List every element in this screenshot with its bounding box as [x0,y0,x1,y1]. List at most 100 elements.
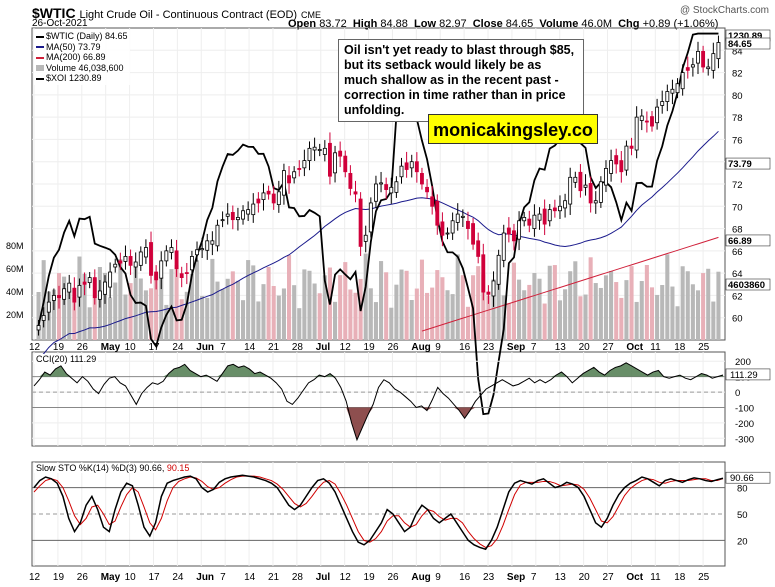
candle [696,51,700,64]
candle [414,161,419,173]
volume-bar [665,254,670,340]
candle [328,142,332,177]
candle [609,160,614,174]
volume-bar [542,303,547,340]
candle [506,227,511,235]
x-tick-label: Jul [316,572,331,583]
volume-bar [256,301,261,340]
x-tick-label: Jun [196,572,214,583]
volume-last-label: 4603860 [728,280,765,291]
x-tick-label: 25 [698,342,710,353]
volume-bar [430,287,435,340]
volume-bar [425,292,430,340]
volume-bar [593,283,598,340]
candle [486,291,491,295]
volume-bar [706,268,711,340]
volume-bar [603,275,609,340]
legend-ma200: MA(200) 66.89 [36,52,128,63]
candle [568,176,573,205]
cci-value-box [725,368,771,381]
candle [639,115,644,121]
candle [251,203,256,216]
volume-bar [276,295,281,340]
x-tick-label: 10 [125,572,137,583]
volume-bar [670,286,675,340]
volume-bar [92,278,97,340]
candle [205,240,210,251]
x-tick-label: 7 [220,572,226,583]
candle [409,161,414,169]
candle [82,281,87,285]
volume-bar [312,283,317,340]
x-tick-label: 26 [387,572,399,583]
x-tick-label: 19 [364,572,376,583]
volume-bar [445,290,450,340]
x-tick-label: 9 [435,342,441,353]
candle [363,234,368,242]
volume-bar [644,264,649,340]
volume-bar [266,266,271,340]
x-tick-label: 26 [77,572,89,583]
volume-bar [143,290,148,340]
last-price-label: 84.65 [728,39,752,50]
candle [215,224,220,247]
candle [563,200,568,209]
candle [113,263,118,268]
candle [537,213,542,221]
volume-bar [506,303,511,340]
volume-bar [67,289,72,340]
volume-bar [680,266,685,340]
candle [143,247,148,258]
volume-bar [685,271,690,340]
volume-bar [241,300,246,340]
volume-bar [578,296,583,340]
volume-bar [517,279,522,340]
candle [118,260,123,264]
volume-bar [496,259,501,340]
legend-volume: Volume 46,038,600 [36,63,128,74]
x-tick-label: 18 [674,342,686,353]
volume-bar [711,301,716,340]
volume-bar [164,304,169,340]
volume-bar [102,272,108,340]
volume-bar [573,261,578,340]
candle [374,183,378,202]
candle [389,186,394,194]
x-tick-label: 12 [340,342,352,353]
candle [92,277,97,299]
candle [220,219,225,222]
cci-tick-label: -100 [735,403,754,414]
candle [619,160,624,173]
volume-bar [435,270,440,340]
sto-d-line [33,475,724,548]
candle [57,295,61,299]
candle [675,83,680,94]
candle [440,221,445,236]
x-tick-label: 11 [650,572,661,583]
candle [225,213,230,217]
volume-bar [353,292,358,340]
volume-bar [619,297,624,340]
volume-bar [307,270,312,340]
volume-bar [36,292,41,340]
candle [655,106,660,124]
y-tick-label: 68 [732,225,743,236]
candle [154,271,159,281]
candle [598,181,603,203]
candle [573,176,578,183]
volume-bar [690,284,695,340]
candle [481,254,486,293]
y-tick-label: 80 [732,91,743,102]
candle [476,240,481,257]
candle [128,256,133,266]
cci-line [33,362,724,442]
candle [41,315,46,321]
volume-bar [522,290,527,340]
candle [353,191,358,195]
volume-bar [174,265,179,340]
volume-bar [82,273,87,340]
candle [399,165,404,178]
volume-bar [322,275,327,340]
x-tick-label: 24 [172,572,184,583]
y-tick-label: 78 [732,113,743,124]
